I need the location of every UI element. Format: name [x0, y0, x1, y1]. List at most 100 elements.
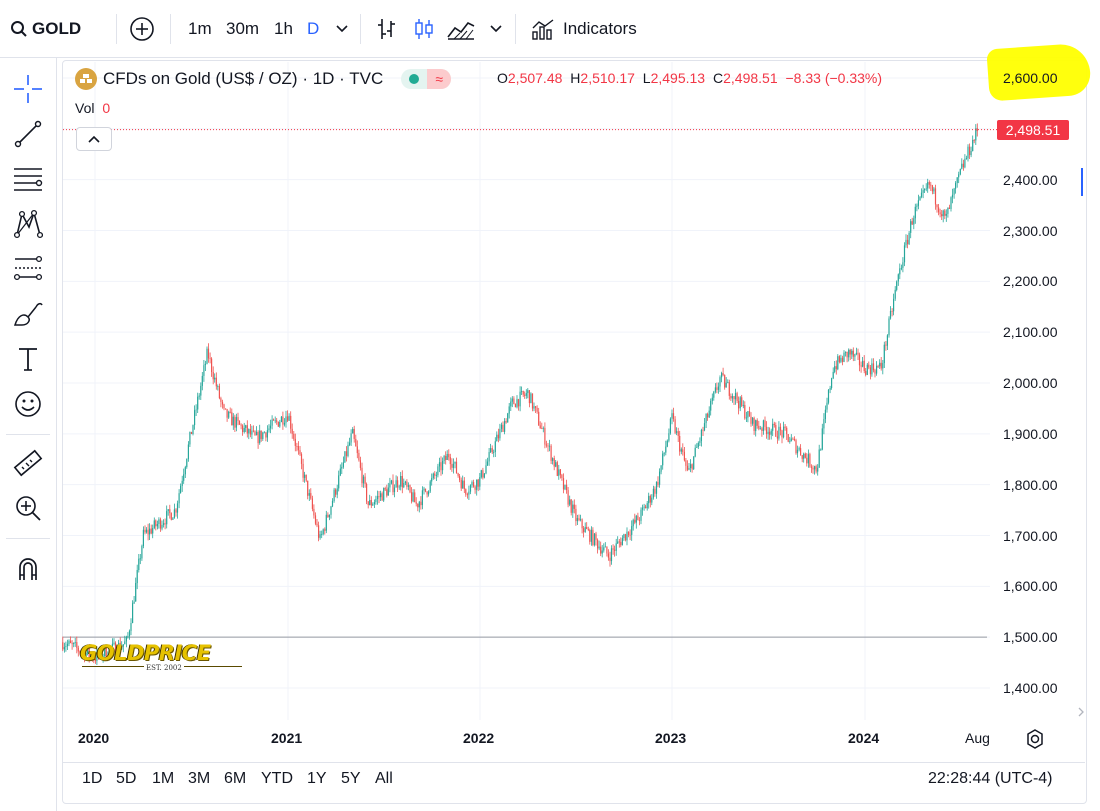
candle-body [972, 140, 974, 151]
interval-30m[interactable]: 30m [226, 0, 259, 57]
candle-body [204, 363, 206, 366]
candles-style-button[interactable] [413, 0, 435, 57]
bar-style-button[interactable] [376, 0, 398, 57]
candle-body [325, 514, 327, 531]
candle-body [94, 659, 96, 662]
measure-tool[interactable] [8, 443, 48, 483]
candle-body [392, 480, 394, 493]
candle-body [708, 410, 710, 418]
candle-body [342, 462, 344, 467]
candle-body [624, 534, 627, 541]
candle-body [533, 406, 535, 409]
candle-body [449, 457, 451, 465]
candle-body [293, 433, 295, 439]
candle-body [237, 417, 239, 421]
candle-body [451, 464, 453, 468]
candle-body [716, 387, 718, 390]
candle-body [597, 539, 599, 549]
candle-body [431, 478, 433, 482]
chart-pane[interactable] [62, 60, 1087, 804]
candle-body [350, 433, 352, 443]
candle-body [970, 151, 972, 156]
forecast-tool[interactable] [8, 249, 48, 289]
range-button-6m[interactable]: 6M [224, 770, 247, 787]
candle-body [102, 656, 104, 658]
range-button-3m[interactable]: 3M [188, 770, 211, 787]
time-axis-settings-button[interactable] [1025, 729, 1045, 754]
candle-body [150, 528, 152, 534]
compare-button[interactable] [129, 0, 155, 57]
candle-body [217, 386, 219, 387]
candle-body [682, 449, 684, 452]
smiley-icon [15, 391, 41, 417]
candle-body [914, 206, 916, 219]
candle-body [961, 163, 963, 169]
candle-body [717, 386, 720, 390]
candle-body [63, 647, 65, 650]
candle-body [296, 446, 298, 447]
candle-body [482, 470, 484, 478]
crosshair-tool[interactable] [8, 69, 48, 109]
symbol-search[interactable]: GOLD [10, 0, 81, 57]
scroll-right-button[interactable] [1075, 702, 1087, 722]
text-tool[interactable] [8, 339, 48, 379]
candle-body [424, 488, 427, 492]
price-axis-label: 2,200.00 [1003, 273, 1058, 290]
candle-body [553, 458, 555, 467]
volume-legend[interactable]: Vol 0 [75, 100, 110, 116]
zoom-tool[interactable] [8, 488, 48, 528]
candle-body [753, 417, 755, 431]
candle-body [277, 421, 279, 427]
emoji-tool[interactable] [8, 384, 48, 424]
indicators-button[interactable]: Indicators [531, 0, 637, 57]
range-button-5y[interactable]: 5Y [341, 770, 361, 787]
pattern-tool[interactable] [8, 204, 48, 244]
candle-body [288, 415, 290, 421]
chart-style-dropdown[interactable] [490, 0, 502, 57]
candle-body [316, 523, 318, 526]
area-style-button[interactable] [446, 0, 476, 57]
clock[interactable]: 22:28:44 (UTC-4) [928, 770, 1053, 787]
range-button-1m[interactable]: 1M [152, 770, 175, 787]
candle-body [528, 390, 530, 404]
candle-body [814, 466, 816, 470]
interval-1h[interactable]: 1h [274, 0, 293, 57]
range-button-all[interactable]: All [375, 770, 393, 787]
symbol-legend[interactable]: CFDs on Gold (US$ / OZ) · 1D · TVC ≈ [75, 66, 452, 92]
candle-body [82, 651, 84, 653]
candle-body [938, 207, 940, 213]
interval-dropdown[interactable] [336, 0, 348, 57]
interval-d-active[interactable]: D [307, 0, 319, 57]
magnet-tool[interactable] [8, 549, 48, 589]
candle-body [959, 168, 961, 175]
candle-body [731, 396, 733, 399]
candle-body [882, 363, 884, 369]
candle-body [593, 533, 596, 545]
range-button-1y[interactable]: 1Y [307, 770, 327, 787]
candle-body [640, 509, 642, 521]
range-button-5d[interactable]: 5D [116, 770, 137, 787]
candle-body [623, 534, 625, 539]
trend-line-tool[interactable] [8, 114, 48, 154]
collapse-legend-button[interactable] [76, 127, 112, 151]
candle-body [773, 423, 775, 426]
candle-body [135, 583, 137, 602]
market-status[interactable]: ≈ [401, 69, 452, 89]
brush-tool[interactable] [8, 294, 48, 334]
interval-label: D [307, 18, 320, 38]
fib-tool[interactable] [8, 159, 48, 199]
candle-body [401, 476, 403, 488]
candle-body [507, 413, 509, 423]
interval-1m[interactable]: 1m [188, 0, 212, 57]
range-button-1d[interactable]: 1D [82, 770, 103, 787]
candle-body [304, 474, 306, 478]
candle-body [858, 354, 861, 366]
candle-body [688, 468, 690, 470]
candle-body [579, 519, 582, 521]
candle-body [299, 450, 301, 455]
candle-body [173, 509, 175, 518]
candle-body [359, 460, 361, 468]
range-button-ytd[interactable]: YTD [261, 770, 293, 787]
candle-body [178, 493, 180, 504]
